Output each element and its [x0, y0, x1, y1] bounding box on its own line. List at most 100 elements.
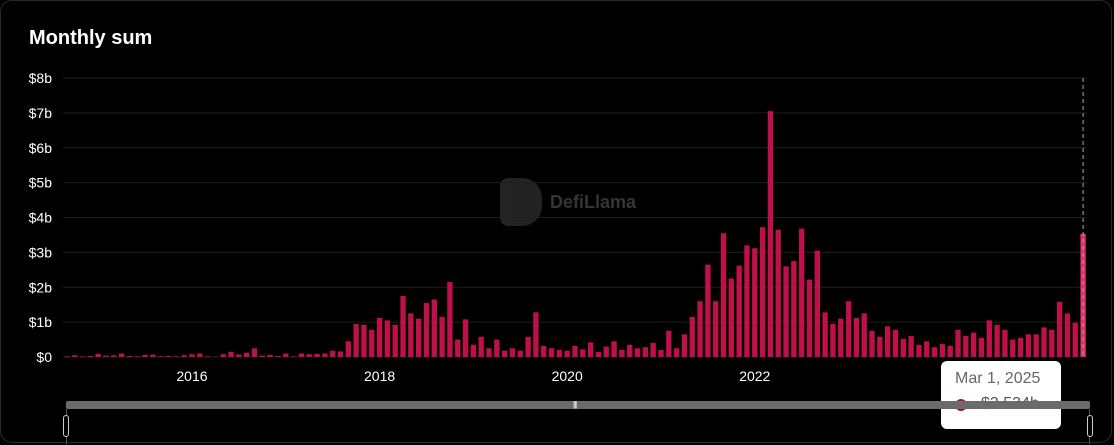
bar[interactable] — [713, 301, 719, 357]
bar[interactable] — [228, 351, 234, 357]
bar[interactable] — [423, 302, 430, 357]
bar[interactable] — [908, 336, 914, 357]
bar[interactable] — [673, 348, 680, 357]
bar[interactable] — [736, 265, 742, 357]
bar[interactable] — [666, 330, 672, 357]
bar[interactable] — [845, 301, 852, 357]
bar[interactable] — [244, 352, 250, 357]
bar[interactable] — [564, 350, 570, 357]
bar[interactable] — [275, 355, 281, 357]
bar[interactable] — [861, 313, 867, 357]
bar[interactable] — [697, 301, 703, 357]
bar[interactable] — [947, 345, 953, 357]
bar[interactable] — [752, 248, 758, 357]
bar[interactable] — [447, 282, 453, 357]
bar[interactable] — [501, 350, 508, 357]
bar[interactable] — [681, 334, 688, 357]
bar[interactable] — [806, 279, 813, 357]
bar[interactable] — [369, 329, 375, 357]
zoom-slider-bar[interactable] — [66, 401, 1090, 409]
bar[interactable] — [470, 344, 477, 357]
bar[interactable] — [517, 350, 523, 357]
bar[interactable] — [595, 351, 602, 357]
bar[interactable] — [556, 350, 563, 357]
bar[interactable] — [509, 348, 516, 357]
bar[interactable] — [111, 355, 117, 357]
bar[interactable] — [1002, 329, 1008, 357]
bar[interactable] — [830, 323, 836, 357]
bar[interactable] — [931, 347, 938, 357]
bar[interactable] — [283, 353, 289, 357]
bar[interactable] — [1033, 334, 1039, 357]
bar[interactable] — [838, 318, 844, 357]
bar[interactable] — [158, 356, 164, 357]
bar[interactable] — [189, 354, 195, 357]
bar[interactable] — [478, 336, 484, 357]
bar[interactable] — [924, 341, 930, 357]
bar[interactable] — [1025, 334, 1032, 357]
bar[interactable] — [642, 347, 649, 357]
bar[interactable] — [290, 356, 297, 357]
bar[interactable] — [627, 344, 633, 357]
bar[interactable] — [259, 355, 265, 357]
bar[interactable] — [1017, 337, 1024, 357]
bar[interactable] — [181, 355, 187, 357]
bar[interactable] — [963, 336, 969, 357]
bar[interactable] — [939, 343, 946, 357]
bar[interactable] — [869, 330, 875, 357]
bar[interactable] — [767, 111, 774, 357]
zoom-slider-window[interactable] — [66, 409, 1090, 444]
bar[interactable] — [236, 354, 242, 357]
bar[interactable] — [267, 354, 273, 357]
bar[interactable] — [611, 341, 617, 357]
bar[interactable] — [118, 353, 125, 357]
bar[interactable] — [994, 324, 1000, 357]
bar[interactable] — [330, 350, 336, 357]
bar[interactable] — [416, 318, 422, 357]
bar[interactable] — [533, 312, 539, 357]
bar[interactable] — [197, 353, 203, 357]
bar[interactable] — [79, 356, 86, 357]
bar[interactable] — [337, 351, 344, 357]
bar[interactable] — [619, 350, 625, 357]
zoom-handle-left[interactable] — [63, 415, 69, 437]
bar[interactable] — [1064, 313, 1071, 357]
bar[interactable] — [728, 278, 734, 357]
bar[interactable] — [439, 316, 445, 357]
bar[interactable] — [142, 354, 148, 357]
bar[interactable] — [814, 250, 820, 357]
bar[interactable] — [95, 353, 101, 357]
bar[interactable] — [658, 350, 664, 357]
bar[interactable] — [978, 337, 985, 357]
bar[interactable] — [306, 354, 312, 357]
bar[interactable] — [376, 317, 383, 357]
bar[interactable] — [548, 348, 555, 357]
bar[interactable] — [64, 356, 70, 357]
bar[interactable] — [744, 245, 750, 357]
bar[interactable] — [361, 324, 367, 357]
bar[interactable] — [916, 344, 922, 357]
bar[interactable] — [580, 349, 586, 357]
bar[interactable] — [486, 348, 492, 357]
bar[interactable] — [126, 355, 133, 357]
bar[interactable] — [1072, 322, 1078, 357]
bar[interactable] — [853, 317, 860, 357]
bar[interactable] — [408, 313, 414, 357]
bar[interactable] — [165, 355, 172, 357]
bar[interactable] — [885, 326, 891, 357]
bar[interactable] — [1049, 329, 1055, 357]
bar[interactable] — [392, 324, 398, 357]
bar[interactable] — [900, 338, 906, 357]
bar[interactable] — [634, 348, 641, 357]
zoom-handle-right[interactable] — [1087, 415, 1093, 437]
bar[interactable] — [986, 320, 992, 357]
bar[interactable] — [689, 316, 695, 357]
bar[interactable] — [791, 261, 797, 357]
bar[interactable] — [400, 295, 406, 357]
bar[interactable] — [759, 227, 766, 357]
bar[interactable] — [494, 339, 500, 357]
bar[interactable] — [204, 356, 211, 357]
bar[interactable] — [72, 355, 78, 357]
bar[interactable] — [892, 329, 899, 357]
